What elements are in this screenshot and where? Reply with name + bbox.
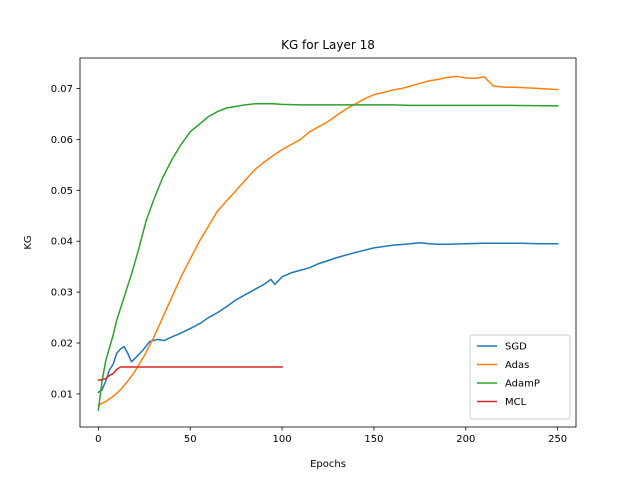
legend: SGD Adas AdamP MCL [469, 334, 571, 420]
x-tick-label: 250 [548, 434, 567, 445]
legend-label-sgd: SGD [505, 342, 527, 353]
y-tick-label: 0.06 [51, 135, 73, 146]
x-tick-label: 50 [184, 434, 197, 445]
legend-label-mcl: MCL [505, 397, 527, 408]
legend-label-adamp: AdamP [505, 379, 540, 390]
x-tick-label: 200 [456, 434, 475, 445]
series-line-adas [97, 75, 559, 407]
x-axis: 0 50 100 150 200 250 [95, 427, 567, 445]
x-tick-label: 150 [364, 434, 383, 445]
y-tick-label: 0.01 [51, 389, 73, 400]
legend-box [469, 334, 571, 420]
x-tick-label: 0 [95, 434, 101, 445]
y-tick-label: 0.05 [51, 186, 73, 197]
y-axis-label: KG [23, 235, 34, 249]
series-line-adamp [97, 103, 559, 412]
y-tick-label: 0.07 [51, 84, 73, 95]
y-axis: 0.01 0.02 0.03 0.04 0.05 0.06 0.07 [51, 84, 80, 400]
chart-title: KG for Layer 18 [281, 38, 375, 52]
y-tick-label: 0.03 [51, 288, 73, 299]
plot-frame [79, 57, 577, 428]
y-tick-label: 0.04 [51, 237, 73, 248]
series-line-sgd [97, 242, 559, 394]
series-line-mcl [97, 366, 283, 382]
legend-label-adas: Adas [505, 360, 529, 371]
x-tick-label: 100 [273, 434, 292, 445]
y-tick-label: 0.02 [51, 339, 73, 350]
x-axis-label: Epochs [310, 459, 346, 470]
series-layer [97, 75, 559, 412]
